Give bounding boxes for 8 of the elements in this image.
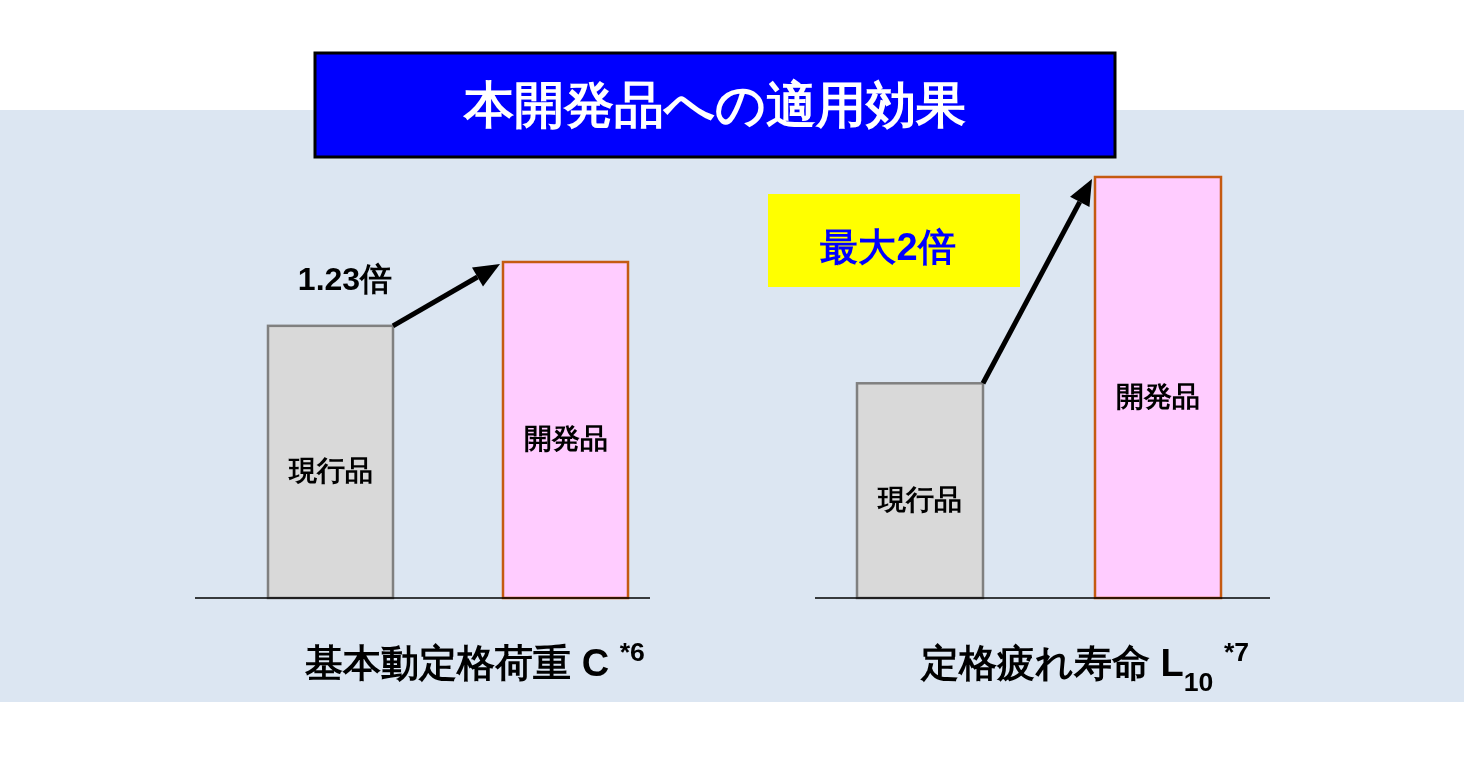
x-tick-label: 開発品 [1116,380,1200,412]
x-tick-label: 現行品 [287,454,373,486]
x-tick-label: 開発品 [523,423,608,454]
x-tick-label: 現行品 [877,483,962,515]
annotation: 1.23倍 [297,261,393,297]
chart-title: 本開発品への適用効果 [462,77,966,133]
x-axis-title: 基本動定格荷重 C $^{*6}$ [304,637,645,684]
annotation: 最大2倍 [820,226,956,268]
